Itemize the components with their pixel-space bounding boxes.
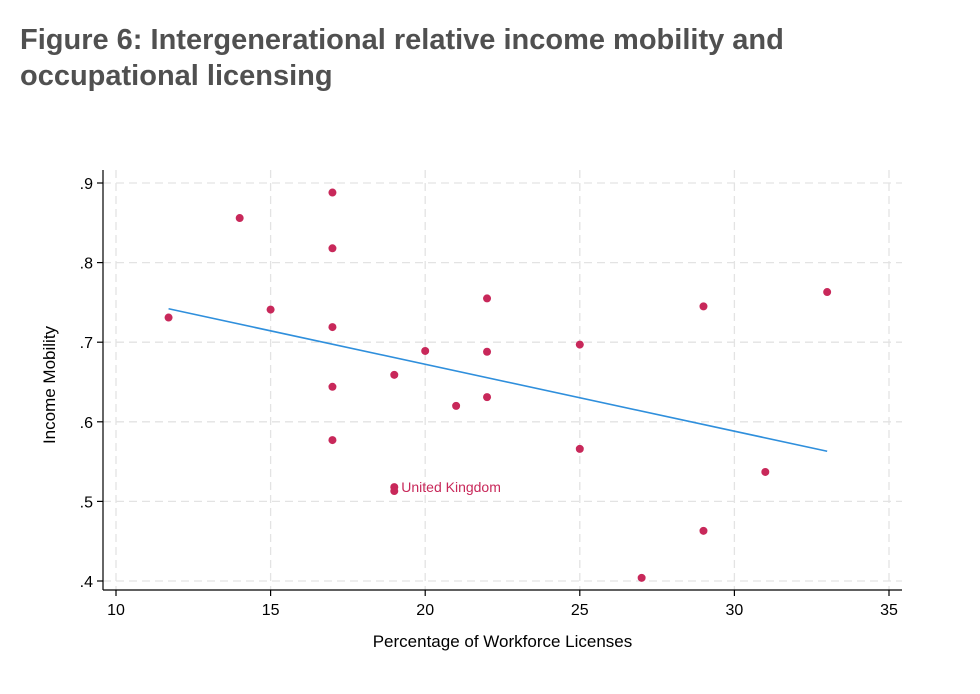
x-axis-title: Percentage of Workforce Licenses — [373, 632, 633, 651]
y-tick-label: .8 — [80, 256, 93, 273]
x-tick-label: 25 — [571, 602, 589, 619]
data-point — [390, 370, 399, 379]
axes — [102, 170, 902, 591]
data-point — [328, 188, 337, 197]
data-point — [164, 313, 173, 322]
x-tick-label: 15 — [262, 602, 280, 619]
y-tick-label: .4 — [80, 574, 93, 591]
data-point — [483, 294, 492, 303]
chart-title: Figure 6: Intergenerational relative inc… — [20, 24, 784, 92]
data-point — [328, 244, 337, 253]
annotations: United Kingdom — [401, 479, 501, 495]
data-point — [637, 573, 646, 582]
y-tick-label: .5 — [80, 494, 93, 511]
data-point — [575, 340, 584, 349]
data-point — [235, 214, 244, 223]
fit-line — [168, 307, 828, 453]
data-point — [390, 487, 399, 496]
point-annotation: United Kingdom — [401, 479, 501, 495]
data-point — [699, 302, 708, 311]
x-tick-label: 20 — [416, 602, 434, 619]
data-point — [823, 288, 832, 297]
data-point — [483, 393, 492, 402]
data-point — [483, 347, 492, 356]
y-tick-label: .9 — [80, 176, 93, 193]
y-axis-ticks: .4 .5 .6 .7 .8 .9 — [80, 176, 103, 591]
x-tick-label: 10 — [107, 602, 125, 619]
y-tick-label: .6 — [80, 415, 93, 432]
data-point — [328, 382, 337, 391]
data-point — [328, 436, 337, 445]
data-points — [164, 188, 832, 582]
x-tick-label: 30 — [726, 602, 744, 619]
data-point — [266, 305, 275, 314]
data-point — [328, 323, 337, 332]
y-axis-title: Income Mobility — [40, 325, 59, 444]
y-tick-label: .7 — [80, 335, 93, 352]
data-point — [421, 346, 430, 355]
data-point — [761, 467, 770, 476]
data-point — [452, 401, 461, 410]
gridlines — [103, 170, 902, 590]
x-axis-ticks: 10 15 20 25 30 35 — [107, 590, 898, 619]
data-point — [575, 444, 584, 453]
data-point — [699, 526, 708, 535]
x-tick-label: 35 — [880, 602, 898, 619]
